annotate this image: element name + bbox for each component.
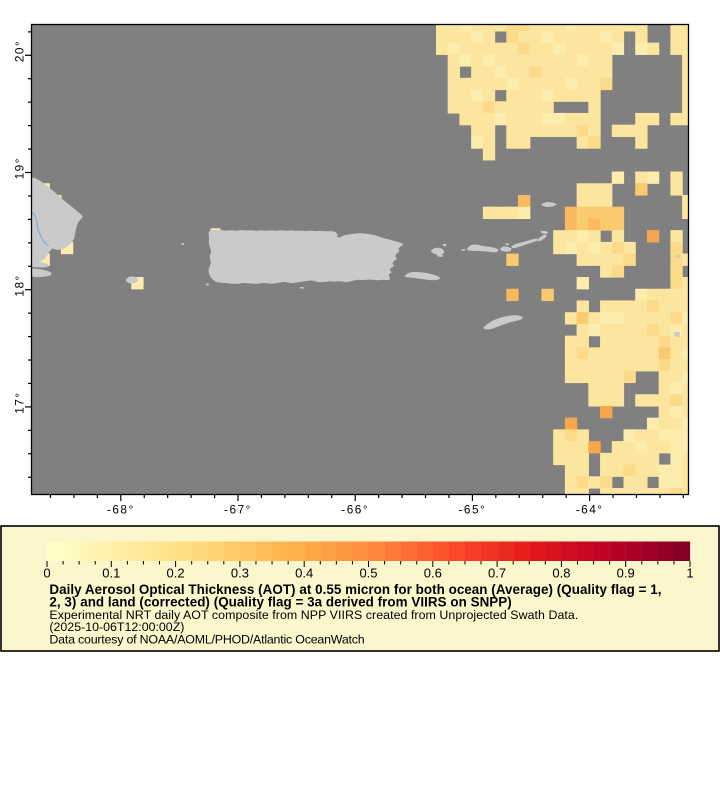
svg-text:Daily Aerosol Optical Thicknes: Daily Aerosol Optical Thickness (AOT) at… (49, 582, 661, 597)
svg-text:-67°: -67° (224, 503, 252, 517)
svg-text:-68°: -68° (107, 503, 135, 517)
svg-text:2, 3) and land (corrected) (Qu: 2, 3) and land (corrected) (Quality flag… (49, 594, 511, 609)
svg-text:18°: 18° (12, 274, 26, 296)
svg-text:0: 0 (43, 566, 50, 581)
svg-text:0.7: 0.7 (488, 566, 506, 581)
svg-text:0.4: 0.4 (295, 566, 313, 581)
svg-text:(2025-10-06T12:00:00Z): (2025-10-06T12:00:00Z) (49, 620, 184, 634)
svg-text:0.2: 0.2 (167, 566, 185, 581)
svg-text:Experimental NRT daily AOT com: Experimental NRT daily AOT composite fro… (49, 608, 578, 622)
svg-text:-66°: -66° (341, 503, 369, 517)
svg-text:0.5: 0.5 (359, 566, 377, 581)
svg-text:0.8: 0.8 (552, 566, 570, 581)
svg-text:-65°: -65° (459, 503, 487, 517)
svg-text:-64°: -64° (576, 503, 604, 517)
svg-text:0.1: 0.1 (102, 566, 120, 581)
svg-text:0.6: 0.6 (424, 566, 442, 581)
svg-text:0.9: 0.9 (617, 566, 635, 581)
svg-text:20°: 20° (12, 40, 26, 62)
svg-text:Data courtesy of NOAA/AOML/PHO: Data courtesy of NOAA/AOML/PHOD/Atlantic… (49, 633, 364, 647)
svg-text:17°: 17° (12, 391, 26, 413)
svg-text:1: 1 (686, 566, 693, 581)
svg-text:19°: 19° (12, 157, 26, 179)
svg-text:0.3: 0.3 (231, 566, 249, 581)
